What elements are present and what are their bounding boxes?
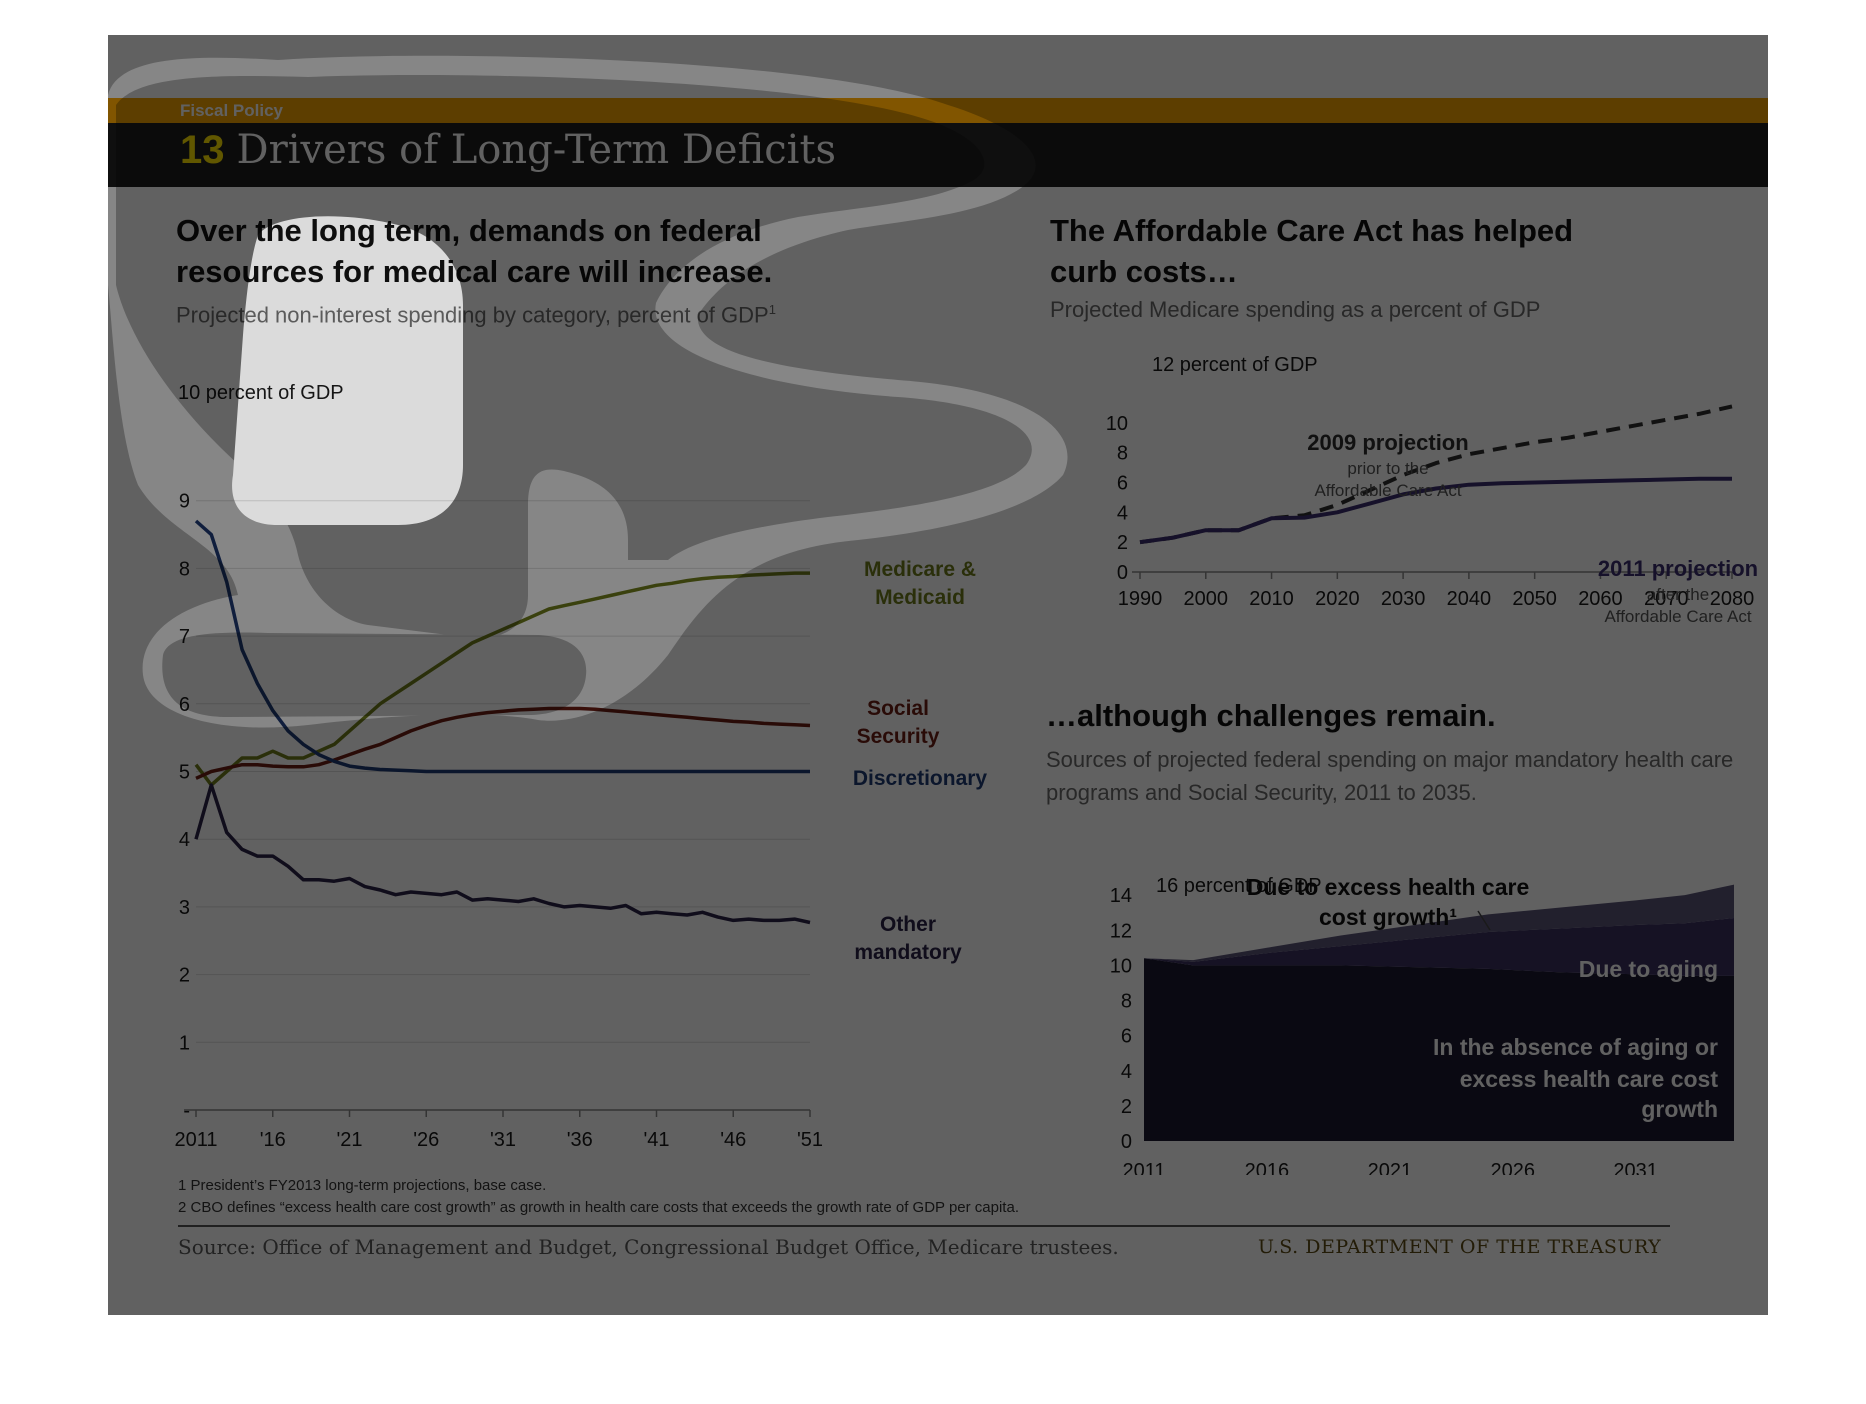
annotation-text: after the [1647,585,1709,604]
y-tick-label: 10 [1106,413,1128,435]
department-name: U.S. DEPARTMENT OF THE TREASURY [1258,1236,1662,1258]
series-label: Due to excess health care [1247,874,1530,900]
series-label: In the absence of aging or [1433,1034,1718,1060]
y-tick-label: 10 [1110,955,1132,977]
right-top-heading-line1: The Affordable Care Act has helped [1050,213,1574,248]
y-tick-label: 8 [1117,443,1128,465]
left-heading-line2: resources for medical care will increase… [176,254,773,289]
series-label: Due to aging [1579,956,1718,982]
y-tick-label: 1 [179,1032,190,1054]
x-tick-label: 2026 [1491,1160,1536,1175]
series-line [194,783,811,925]
x-tick-label: 2011 [1122,1160,1165,1175]
y-axis-label: 10 percent of GDP [178,382,344,404]
annotation-text: Affordable Care Act [1314,481,1461,500]
y-tick-label: 4 [1121,1061,1132,1083]
x-tick-label: 2030 [1381,588,1426,610]
x-tick-label: 2020 [1315,588,1360,610]
annotation-text: Affordable Care Act [1604,607,1751,626]
left-subtitle: Projected non-interest spending by categ… [176,293,776,331]
x-tick-label: '26 [413,1129,439,1151]
series-line [1139,404,1733,545]
x-tick-label: 2016 [1245,1160,1290,1175]
y-axis-label: 12 percent of GDP [1152,354,1318,376]
y-tick-label: 8 [179,558,190,580]
y-tick-label: 12 [1110,920,1132,942]
left-subtitle-footnote-mark: 1 [768,302,776,317]
footnote-2: 2 CBO defines “excess health care cost g… [178,1199,1019,1216]
y-tick-label: 2 [1121,1096,1132,1118]
series-label: Medicare & [864,558,976,581]
y-tick-label: 3 [179,897,190,919]
y-tick-label: 5 [179,762,190,784]
x-tick-label: 2011 [174,1129,217,1151]
section-label: Fiscal Policy [180,101,283,120]
slide: Fiscal Policy 13 Drivers of Long-Term Def… [108,35,1768,1315]
y-tick-label: 6 [1117,473,1128,495]
right-bottom-heading: …although challenges remain. [1046,698,1496,733]
left-heading: Over the long term, demands on federal r… [176,210,772,292]
series-label: Discretionary [853,767,988,790]
y-tick-label: 14 [1110,885,1132,907]
x-tick-label: '31 [490,1129,516,1151]
footnote-1: 1 President’s FY2013 long-term projectio… [178,1177,547,1194]
x-tick-label: '41 [643,1129,669,1151]
x-tick-label: 2031 [1613,1160,1658,1175]
y-tick-label: 6 [179,694,190,716]
annotation-text: prior to the [1347,459,1428,478]
y-tick-label: 9 [179,491,190,513]
slide-title-text: Drivers of Long-Term Deficits [236,127,837,173]
y-tick-label: 2 [179,965,190,987]
series-label: Security [857,725,940,748]
right-bottom-subtitle-line1: Sources of projected federal spending on… [1046,747,1734,772]
x-tick-label: '16 [260,1129,286,1151]
footer-rule [178,1225,1670,1227]
x-tick-label: 2021 [1368,1160,1413,1175]
right-top-subtitle: Projected Medicare spending as a percent… [1050,297,1541,322]
section-banner [108,98,1768,123]
x-tick-label: '21 [336,1129,362,1151]
series-label: growth [1641,1096,1718,1122]
y-tick-label: 4 [179,829,190,851]
series-line [195,706,811,780]
series-label: Other [880,913,936,936]
right-top-heading: The Affordable Care Act has helped curb … [1050,210,1573,292]
annotation-title: 2009 projection [1307,430,1468,455]
slide-title: 13 Drivers of Long-Term Deficits [180,127,836,173]
series-label: excess health care cost [1460,1066,1719,1092]
right-bottom-subtitle-line2: programs and Social Security, 2011 to 20… [1046,780,1477,805]
right-top-heading-line2: curb costs… [1050,254,1238,289]
spending-by-category-chart: 10 percent of GDP - 1 2 3 4 5 6 7 8 9 2011 '16 '21 '26… [174,382,988,1151]
right-bottom-subtitle: Sources of projected federal spending on… [1046,743,1733,809]
x-tick-label: 2000 [1184,588,1229,610]
x-tick-label: '46 [720,1129,746,1151]
left-subtitle-text: Projected non-interest spending by categ… [176,302,769,328]
y-tick-label: 7 [179,626,190,648]
y-tick-label: 0 [1121,1131,1132,1153]
x-tick-label: 2010 [1249,588,1294,610]
y-tick-label: 2 [1117,532,1128,554]
x-tick-label: 1990 [1118,588,1163,610]
y-tick-label: 0 [1117,562,1128,584]
y-tick-label: 8 [1121,991,1132,1013]
y-tick-label: 4 [1117,502,1128,524]
y-tick-label: 6 [1121,1026,1132,1048]
series-line [194,571,810,787]
series-line [194,519,810,774]
x-tick-label: 2050 [1512,588,1557,610]
slide-number: 13 [180,128,225,172]
series-label: cost growth¹ [1319,904,1457,930]
series-label: Social [867,697,929,720]
series-label: Medicaid [875,586,965,609]
x-tick-label: '36 [567,1129,593,1151]
left-heading-line1: Over the long term, demands on federal [176,213,762,248]
y-tick-label: - [183,1100,190,1122]
annotation-title: 2011 projection [1598,556,1758,581]
source-note: Source: Office of Management and Budget,… [178,1235,1119,1259]
x-tick-label: 2040 [1447,588,1492,610]
series-label: mandatory [854,941,962,964]
medicare-projection-chart: 12 percent of GDP 0 2 4 6 8 10 1990 2000 2010 2020… [1106,354,1758,626]
x-tick-label: '51 [797,1129,823,1151]
